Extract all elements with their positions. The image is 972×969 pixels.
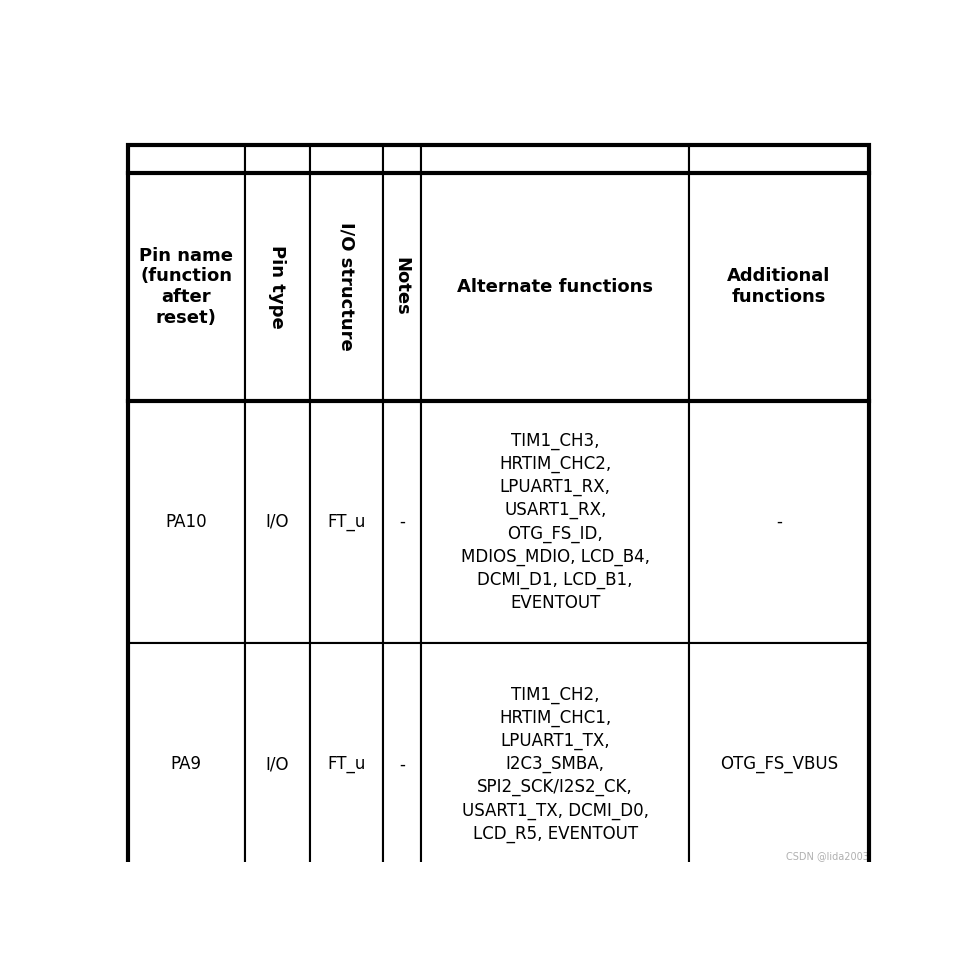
Text: CSDN @lida2003: CSDN @lida2003 <box>786 851 869 860</box>
Text: I/O: I/O <box>265 513 289 531</box>
Bar <box>421 144 689 173</box>
Text: Pin type: Pin type <box>268 245 287 328</box>
Text: I/O: I/O <box>265 755 289 773</box>
Text: Pin name
(function
after
reset): Pin name (function after reset) <box>139 246 233 327</box>
Bar <box>310 400 383 643</box>
Bar <box>689 400 869 643</box>
Text: FT_u: FT_u <box>327 513 365 531</box>
Text: -: - <box>777 513 782 531</box>
Text: OTG_FS_VBUS: OTG_FS_VBUS <box>720 755 838 773</box>
Bar <box>245 173 310 400</box>
Bar <box>245 643 310 886</box>
Text: -: - <box>399 755 404 773</box>
Bar <box>127 643 245 886</box>
Text: I/O structure: I/O structure <box>337 223 355 351</box>
Bar <box>245 400 310 643</box>
Text: TIM1_CH2,
HRTIM_CHC1,
LPUART1_TX,
I2C3_SMBA,
SPI2_SCK/I2S2_CK,
USART1_TX, DCMI_D: TIM1_CH2, HRTIM_CHC1, LPUART1_TX, I2C3_S… <box>462 686 648 843</box>
Bar <box>383 400 421 643</box>
Bar <box>421 643 689 886</box>
Bar <box>310 173 383 400</box>
Bar <box>245 144 310 173</box>
Bar <box>383 173 421 400</box>
Bar <box>127 400 245 643</box>
Text: Alternate functions: Alternate functions <box>457 278 653 296</box>
Bar <box>689 643 869 886</box>
Text: PA9: PA9 <box>170 755 201 773</box>
Text: Notes: Notes <box>393 258 411 316</box>
Bar <box>689 173 869 400</box>
Text: TIM1_CH3,
HRTIM_CHC2,
LPUART1_RX,
USART1_RX,
OTG_FS_ID,
MDIOS_MDIO, LCD_B4,
DCMI: TIM1_CH3, HRTIM_CHC2, LPUART1_RX, USART1… <box>461 432 649 611</box>
Bar <box>383 144 421 173</box>
Bar <box>689 144 869 173</box>
Bar <box>421 400 689 643</box>
Text: PA10: PA10 <box>165 513 207 531</box>
Bar <box>127 173 245 400</box>
Text: -: - <box>399 513 404 531</box>
Bar <box>310 144 383 173</box>
Bar <box>127 144 245 173</box>
Bar <box>421 173 689 400</box>
Text: Additional
functions: Additional functions <box>727 267 831 306</box>
Text: FT_u: FT_u <box>327 755 365 773</box>
Bar <box>310 643 383 886</box>
Bar <box>383 643 421 886</box>
